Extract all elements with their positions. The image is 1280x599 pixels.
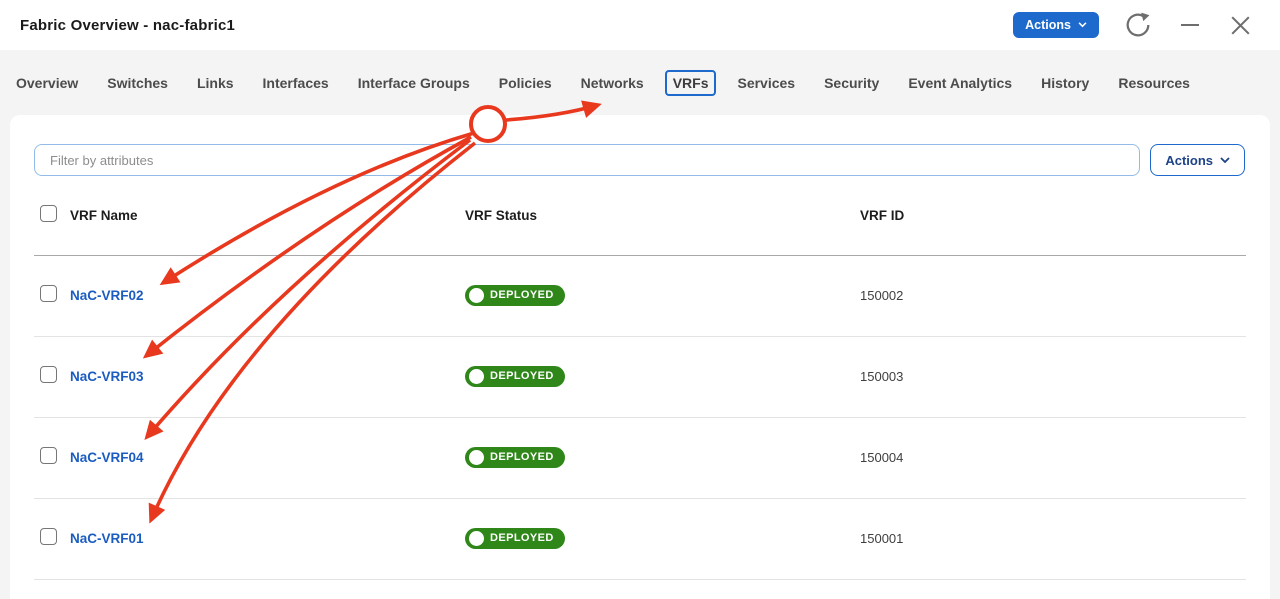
- tab-overview[interactable]: Overview: [16, 75, 79, 91]
- table-row: NaC-VRF04 DEPLOYED 150004: [34, 418, 1246, 499]
- window-controls: Actions: [1013, 10, 1254, 40]
- tab-interfaces[interactable]: Interfaces: [262, 75, 329, 91]
- status-badge: DEPLOYED: [465, 446, 565, 468]
- table-row: NaC-VRF03 DEPLOYED 150003: [34, 337, 1246, 418]
- row-checkbox[interactable]: [40, 528, 57, 545]
- vrf-name-link[interactable]: NaC-VRF04: [70, 450, 144, 465]
- status-label: DEPLOYED: [490, 289, 554, 301]
- filter-input[interactable]: [34, 144, 1141, 176]
- window-actions-button[interactable]: Actions: [1013, 12, 1099, 38]
- status-label: DEPLOYED: [490, 370, 554, 382]
- status-label: DEPLOYED: [490, 532, 554, 544]
- table-actions-button[interactable]: Actions: [1150, 144, 1245, 176]
- tab-switches[interactable]: Switches: [107, 75, 168, 91]
- vrf-id: 150002: [860, 288, 904, 303]
- vrf-id: 150003: [860, 369, 904, 384]
- status-dot-icon: [469, 368, 484, 384]
- refresh-icon[interactable]: [1123, 10, 1153, 40]
- table-header-row: VRF Name VRF Status VRF ID: [34, 176, 1246, 256]
- tab-links[interactable]: Links: [196, 75, 234, 91]
- vrf-name-link[interactable]: NaC-VRF02: [70, 288, 144, 303]
- tab-services[interactable]: Services: [737, 75, 796, 91]
- vrf-table: VRF Name VRF Status VRF ID NaC-VRF02 DEP…: [34, 176, 1246, 580]
- status-dot-icon: [469, 449, 484, 465]
- column-header-vrf-id: VRF ID: [860, 208, 905, 223]
- chevron-down-icon: [1220, 156, 1230, 164]
- status-badge: DEPLOYED: [465, 284, 565, 306]
- status-badge: DEPLOYED: [465, 527, 565, 549]
- tab-networks[interactable]: Networks: [580, 75, 644, 91]
- tab-security[interactable]: Security: [824, 75, 880, 91]
- select-all-checkbox[interactable]: [40, 204, 57, 222]
- row-checkbox[interactable]: [40, 447, 57, 464]
- tab-history[interactable]: History: [1041, 75, 1090, 91]
- window-actions-label: Actions: [1025, 18, 1071, 32]
- status-dot-icon: [469, 530, 484, 546]
- row-checkbox[interactable]: [40, 366, 57, 383]
- chevron-down-icon: [1078, 22, 1087, 28]
- table-row: NaC-VRF02 DEPLOYED 150002: [34, 256, 1246, 337]
- tab-resources[interactable]: Resources: [1118, 75, 1190, 91]
- table-toolbar: Actions: [10, 115, 1270, 176]
- vrf-name-link[interactable]: NaC-VRF03: [70, 369, 144, 384]
- vrf-id: 150004: [860, 450, 904, 465]
- table-body: NaC-VRF02 DEPLOYED 150002 NaC-VRF03 DEPL…: [34, 256, 1246, 580]
- tab-vrfs[interactable]: VRFs: [664, 70, 717, 96]
- tab-strip: Overview Switches Links Interfaces Interface…: [0, 50, 1280, 116]
- vrfs-panel: Actions VRF Name VRF Status VRF ID NaC-V…: [10, 115, 1270, 599]
- table-actions-label: Actions: [1165, 152, 1213, 168]
- column-header-vrf-name: VRF Name: [70, 208, 138, 223]
- page-title: Fabric Overview - nac-fabric1: [20, 16, 236, 34]
- window-titlebar: Fabric Overview - nac-fabric1 Actions: [0, 0, 1280, 50]
- vrf-name-link[interactable]: NaC-VRF01: [70, 531, 144, 546]
- row-checkbox[interactable]: [40, 285, 57, 302]
- tab-event-analytics[interactable]: Event Analytics: [908, 75, 1013, 91]
- close-icon[interactable]: [1227, 12, 1254, 39]
- tab-interface-groups[interactable]: Interface Groups: [357, 75, 470, 91]
- status-badge: DEPLOYED: [465, 365, 565, 387]
- vrf-id: 150001: [860, 531, 904, 546]
- tab-policies[interactable]: Policies: [498, 75, 552, 91]
- minimize-icon[interactable]: [1177, 12, 1203, 38]
- table-row: NaC-VRF01 DEPLOYED 150001: [34, 499, 1246, 580]
- status-dot-icon: [469, 287, 484, 303]
- status-label: DEPLOYED: [490, 451, 554, 463]
- column-header-vrf-status: VRF Status: [465, 208, 538, 223]
